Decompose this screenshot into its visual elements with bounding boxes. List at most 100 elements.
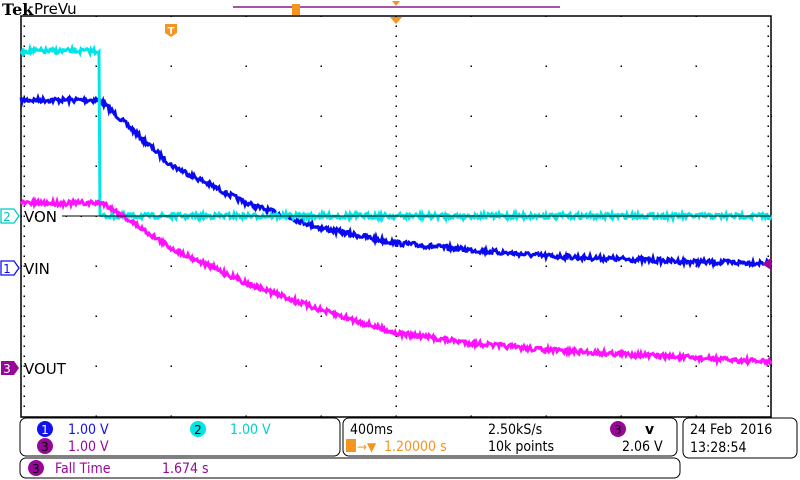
grid-dot (395, 315, 397, 317)
measurement-source-badge (28, 460, 44, 476)
edge-tick (767, 255, 769, 257)
edge-tick (767, 135, 769, 137)
grid-dot (395, 395, 397, 397)
ch1-label: VIN (24, 260, 50, 278)
edge-tick (23, 225, 25, 227)
edge-tick (767, 95, 769, 97)
vertical-settings-panel[interactable] (19, 417, 341, 457)
edge-tick (23, 185, 25, 187)
measurement-panel[interactable] (19, 457, 681, 479)
edge-tick (23, 355, 25, 357)
edge-tick (767, 385, 769, 387)
edge-tick (23, 175, 25, 177)
trigger-level-marker-icon[interactable] (762, 258, 771, 270)
edge-tick (767, 35, 769, 37)
edge-tick (23, 215, 25, 217)
grid-dot (395, 275, 397, 277)
edge-tick (23, 105, 25, 107)
grid-dot (545, 65, 547, 67)
edge-tick (23, 25, 25, 27)
ch2-scale: 1.00 V (230, 422, 271, 438)
measurement-value: 1.674 s (162, 461, 209, 477)
grid-dot (695, 115, 697, 117)
grid-dot (695, 165, 697, 167)
grid-dot (170, 365, 172, 367)
grid-dot (170, 265, 172, 267)
edge-tick (767, 365, 769, 367)
edge-tick (23, 85, 25, 87)
grid-dot (545, 165, 547, 167)
edge-tick (767, 395, 769, 397)
ch2-marker[interactable]: 2 (0, 208, 20, 224)
grid-dot (245, 65, 247, 67)
grid-dot (395, 165, 397, 167)
horizontal-trigger-panel[interactable] (342, 417, 678, 457)
trace-vin (19, 92, 773, 270)
trigger-position-marker[interactable]: T (165, 24, 177, 37)
svg-text:T: T (168, 26, 175, 37)
edge-tick (767, 155, 769, 157)
edge-tick (767, 185, 769, 187)
grid-dot (395, 335, 397, 337)
grid-dot (95, 365, 97, 367)
edge-tick (23, 245, 25, 247)
time: 13:28:54 (690, 440, 747, 456)
grid-dot (620, 365, 622, 367)
edge-tick (23, 375, 25, 377)
edge-tick (23, 125, 25, 127)
edge-tick (767, 285, 769, 287)
grid-dot (395, 185, 397, 187)
edge-tick (767, 125, 769, 127)
edge-tick (23, 155, 25, 157)
edge-tick (767, 295, 769, 297)
grid-dot (470, 265, 472, 267)
edge-tick (767, 345, 769, 347)
grid-dot (545, 315, 547, 317)
trigger-delay: 1.20000 s (384, 439, 447, 455)
grid-dot (395, 155, 397, 157)
edge-tick (23, 115, 25, 117)
grid-dot (245, 165, 247, 167)
edge-tick (767, 55, 769, 57)
ch3-scale: 1.00 V (68, 439, 109, 455)
edge-tick (767, 245, 769, 247)
grid-dot (35, 215, 37, 217)
grid-dot (395, 205, 397, 207)
grid-dot (470, 365, 472, 367)
grid-dot (395, 25, 397, 27)
grid-dot (395, 115, 397, 117)
ch3-marker[interactable]: 3 (1, 361, 19, 376)
edge-tick (23, 255, 25, 257)
edge-tick (767, 145, 769, 147)
edge-tick (23, 145, 25, 147)
edge-tick (23, 45, 25, 47)
grid-dot (395, 355, 397, 357)
grid-dot (695, 315, 697, 317)
edge-tick (23, 365, 25, 367)
edge-tick (767, 75, 769, 77)
edge-tick (23, 405, 25, 407)
edge-tick (23, 275, 25, 277)
edge-tick (23, 395, 25, 397)
grid-dot (395, 65, 397, 67)
edge-tick (767, 405, 769, 407)
edge-tick (767, 175, 769, 177)
record-trigger-marker (292, 4, 300, 15)
edge-tick (767, 275, 769, 277)
edge-tick (767, 235, 769, 237)
trace-vout (19, 195, 773, 367)
acquisition-mode: PreVu (34, 0, 77, 18)
grid-dot (395, 285, 397, 287)
grid-dot (50, 215, 52, 217)
grid-dot (395, 125, 397, 127)
ch1-marker[interactable]: 1 (0, 260, 20, 276)
grid-dot (470, 165, 472, 167)
edge-tick (767, 205, 769, 207)
grid-dot (395, 75, 397, 77)
sample-rate: 2.50kS/s (488, 422, 542, 438)
datetime-panel (682, 417, 798, 459)
grid-dot (395, 95, 397, 97)
grid-dot (95, 65, 97, 67)
edge-tick (767, 225, 769, 227)
